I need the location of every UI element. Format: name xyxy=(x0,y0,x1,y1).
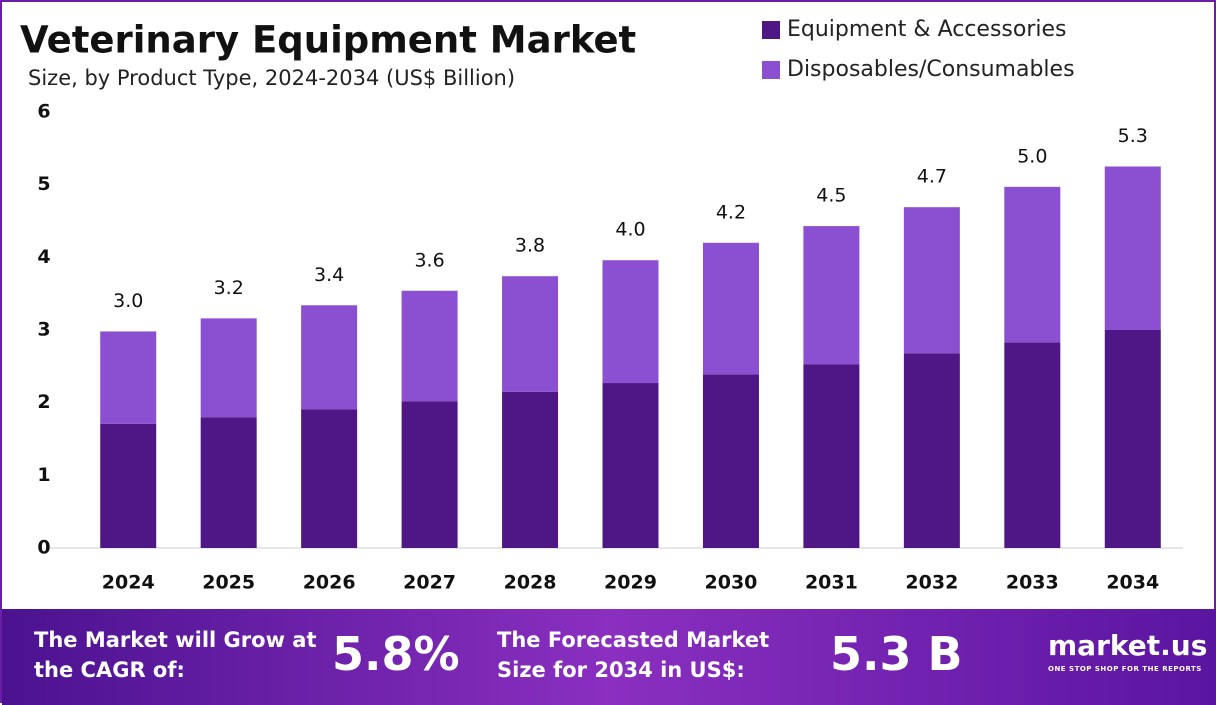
total-label: 3.4 xyxy=(314,264,344,286)
logo: market.us xyxy=(1048,629,1208,662)
forecast-value: 5.3 B xyxy=(830,627,963,681)
bar-segment xyxy=(401,290,458,402)
y-tick-label: 1 xyxy=(37,464,50,486)
chart: Veterinary Equipment Market Size, by Pro… xyxy=(20,17,1183,594)
bar-segment xyxy=(502,276,559,392)
cagr-text: The Market will Grow at the CAGR of: xyxy=(34,628,317,682)
total-label: 4.5 xyxy=(816,185,846,207)
x-tick-label: 2032 xyxy=(905,572,958,594)
bar-segment xyxy=(1104,166,1161,330)
total-label: 4.7 xyxy=(917,166,947,188)
x-tick-label: 2034 xyxy=(1106,572,1159,594)
y-tick-label: 0 xyxy=(37,537,50,559)
bar-segment xyxy=(602,383,659,548)
total-label: 4.2 xyxy=(716,201,746,223)
bar-segment xyxy=(803,226,860,365)
legend-label: Disposables/Consumables xyxy=(787,57,1075,82)
y-tick-label: 2 xyxy=(37,391,50,413)
bar-segment xyxy=(702,242,759,375)
x-tick-label: 2029 xyxy=(604,572,657,594)
footer: The Market will Grow at the CAGR of: 5.8… xyxy=(2,609,1216,705)
legend-swatch xyxy=(762,21,780,39)
bar-segment xyxy=(903,353,960,548)
y-tick-label: 6 xyxy=(37,101,50,123)
bar-segment xyxy=(200,318,257,418)
chart-title: Veterinary Equipment Market xyxy=(20,19,636,62)
total-label: 3.8 xyxy=(515,235,545,257)
y-tick-label: 3 xyxy=(37,319,50,341)
bar-segment xyxy=(401,401,458,548)
legend-swatch xyxy=(762,61,780,79)
cagr-value: 5.8% xyxy=(332,627,460,681)
legend-label: Equipment & Accessories xyxy=(787,17,1067,42)
x-tick-label: 2024 xyxy=(102,572,155,594)
bar-segment xyxy=(502,391,559,548)
bar-segment xyxy=(301,305,358,410)
y-tick-label: 4 xyxy=(37,246,50,268)
tagline: ONE STOP SHOP FOR THE REPORTS xyxy=(1048,665,1202,673)
total-label: 3.2 xyxy=(214,277,244,299)
total-label: 5.3 xyxy=(1118,125,1148,147)
x-tick-label: 2028 xyxy=(504,572,557,594)
bar-segment xyxy=(301,409,358,548)
total-label: 3.0 xyxy=(113,290,143,312)
x-tick-label: 2033 xyxy=(1006,572,1059,594)
forecast-text: The Forecasted Market Size for 2034 in U… xyxy=(497,628,770,682)
total-label: 5.0 xyxy=(1017,145,1047,167)
total-label: 4.0 xyxy=(615,219,645,241)
bar-segment xyxy=(100,423,157,548)
bar-segment xyxy=(602,260,659,384)
bar-segment xyxy=(1004,342,1061,548)
bar-segment xyxy=(100,331,157,424)
bar-segment xyxy=(1104,330,1161,548)
bar-segment xyxy=(1004,186,1061,343)
y-tick-label: 5 xyxy=(37,173,50,195)
x-tick-label: 2026 xyxy=(303,572,356,594)
bar-segment xyxy=(803,364,860,548)
x-tick-label: 2027 xyxy=(403,572,456,594)
total-label: 3.6 xyxy=(414,249,444,271)
x-tick-label: 2025 xyxy=(202,572,255,594)
x-tick-label: 2030 xyxy=(705,572,758,594)
bar-segment xyxy=(200,417,257,548)
bar-segment xyxy=(903,207,960,354)
x-tick-label: 2031 xyxy=(805,572,858,594)
bar-segment xyxy=(702,374,759,548)
chart-subtitle: Size, by Product Type, 2024-2034 (US$ Bi… xyxy=(28,66,515,90)
